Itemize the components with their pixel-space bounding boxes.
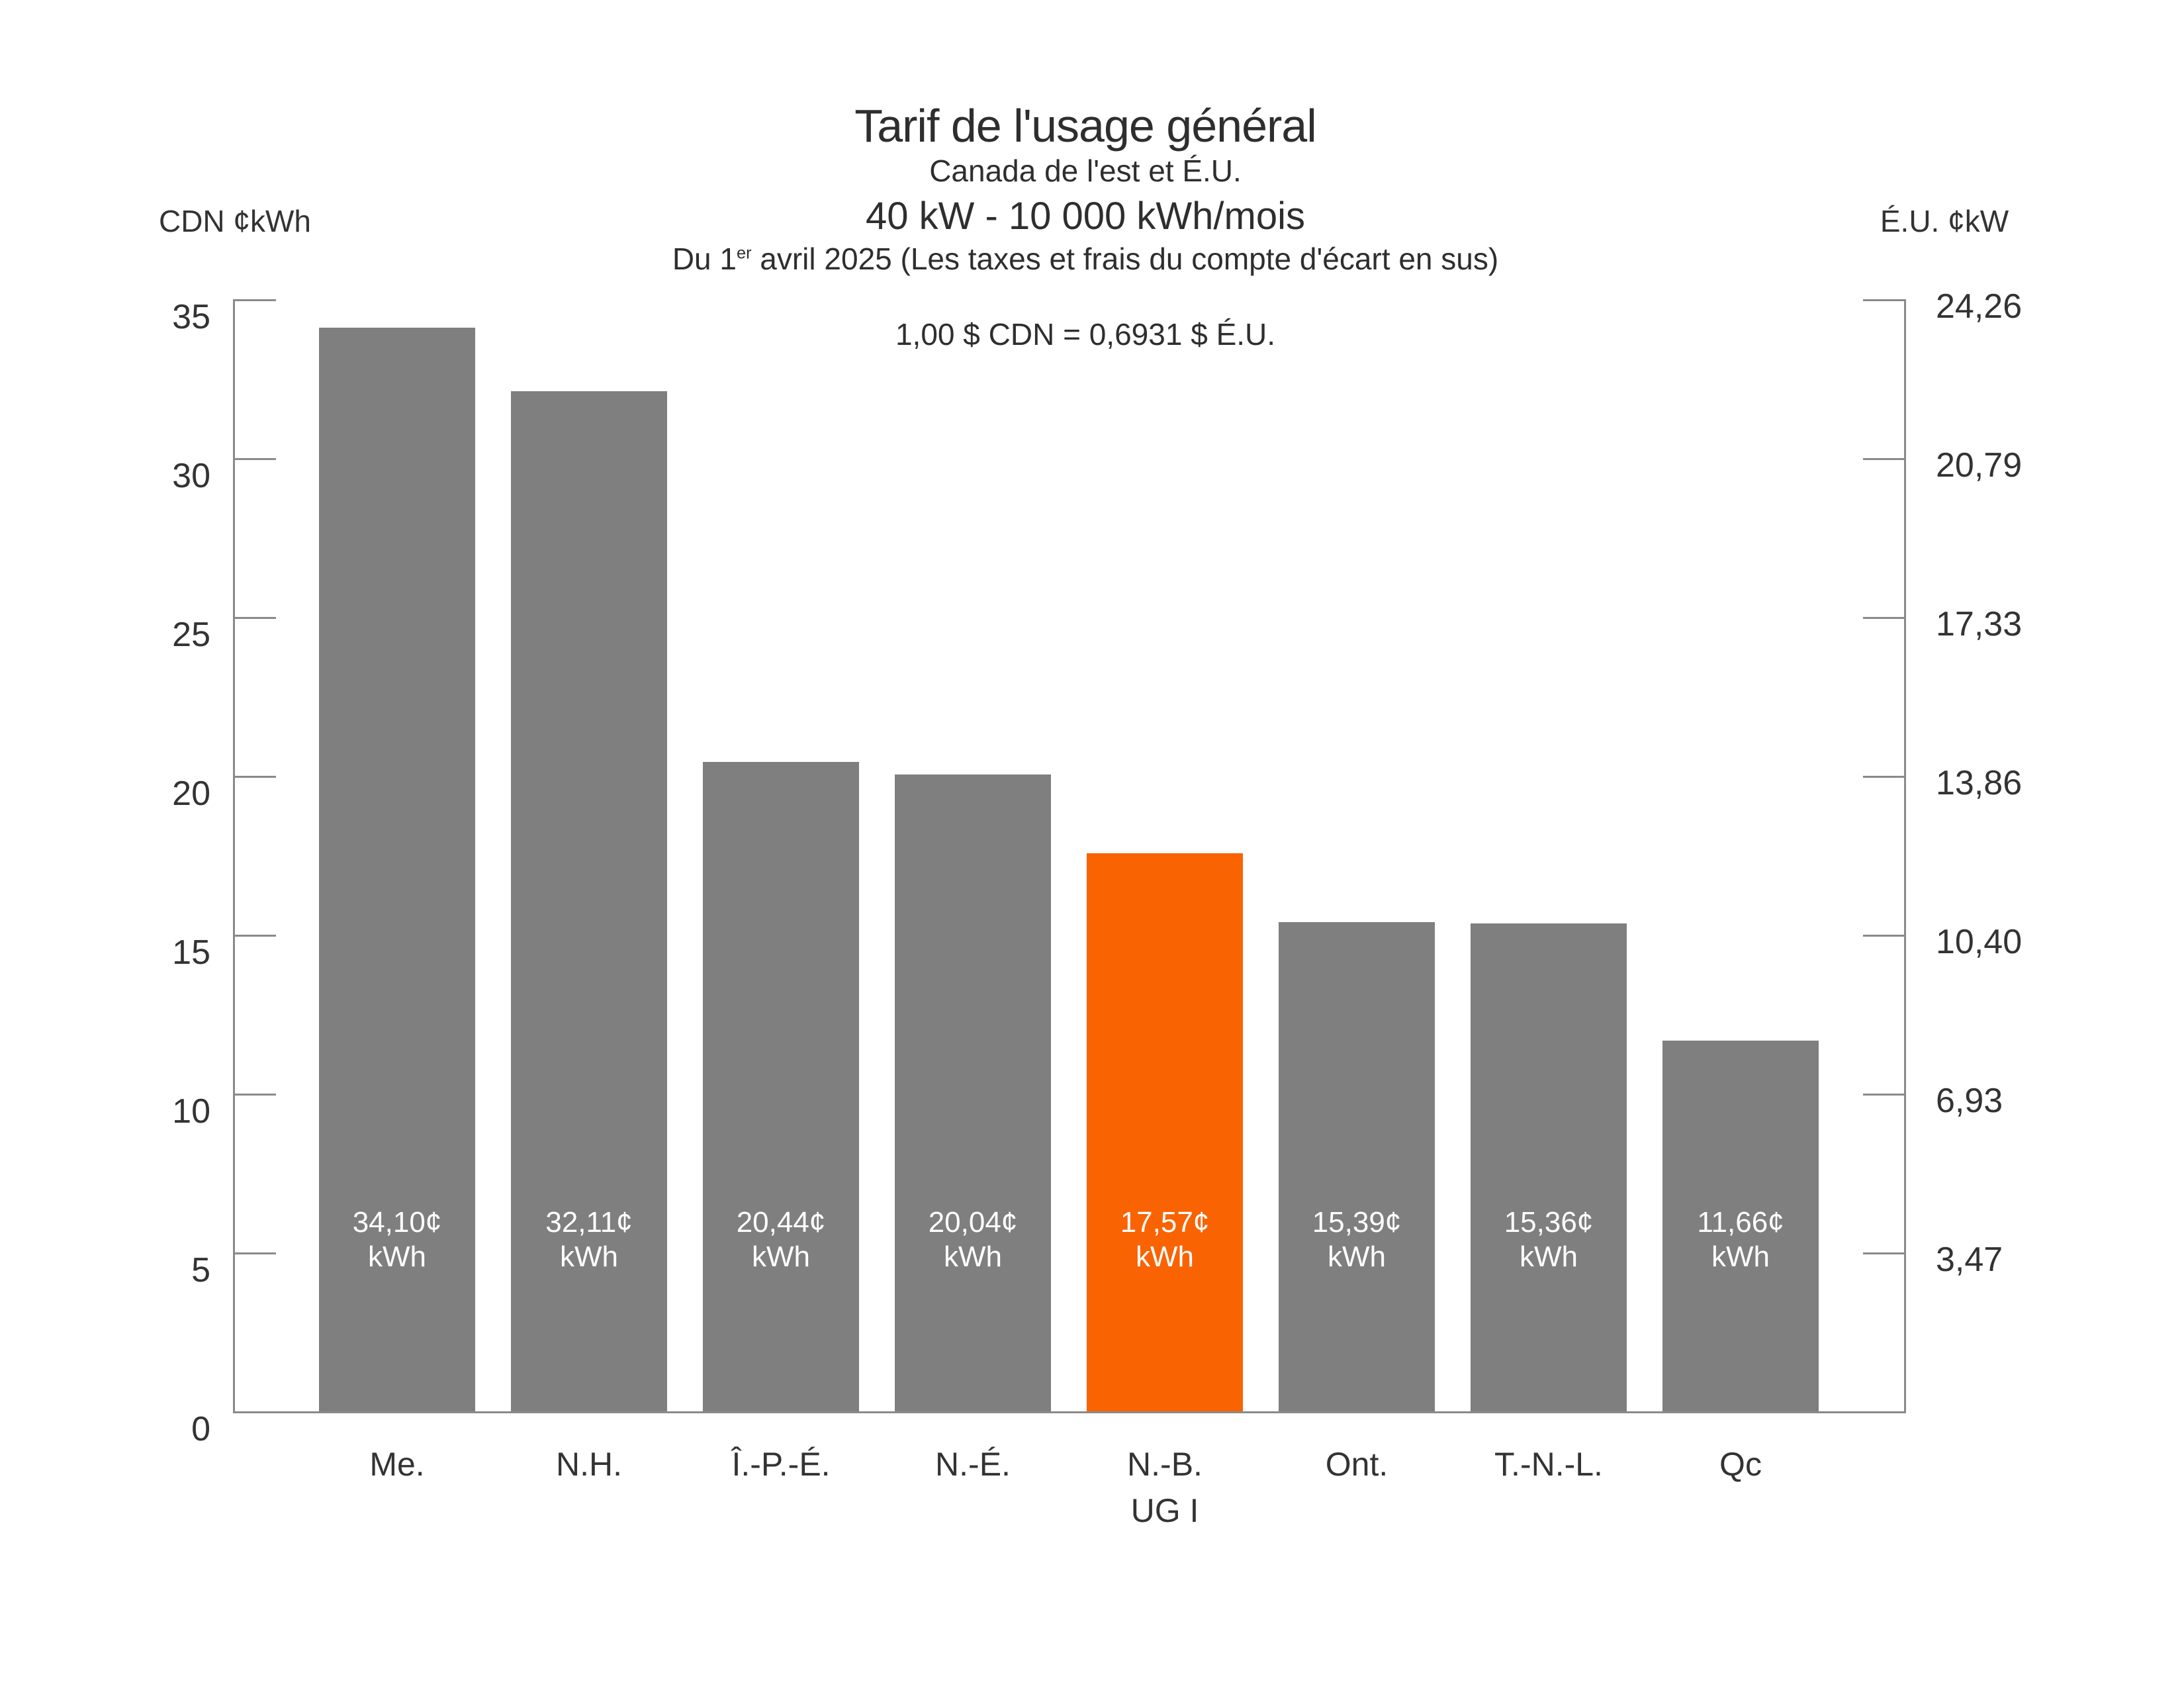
right-axis-tick xyxy=(1863,458,1904,460)
left-axis-tick xyxy=(235,776,276,778)
bar xyxy=(895,774,1051,1411)
bar xyxy=(1471,923,1627,1411)
bar-value-line1: 15,39¢ xyxy=(1312,1206,1402,1239)
left-axis-tick-label: 5 xyxy=(191,1251,210,1289)
right-axis-tick xyxy=(1863,1252,1904,1254)
right-axis-line xyxy=(1904,299,1906,1413)
bar xyxy=(1662,1041,1819,1411)
right-axis-tick-label: 13,86 xyxy=(1936,764,2023,802)
bar xyxy=(703,762,859,1411)
exchange-rate-note: 1,00 $ CDN = 0,6931 $ É.U. xyxy=(895,317,1276,352)
right-axis-tick-label: 24,26 xyxy=(1936,287,2023,326)
bar-value-label: 32,11¢ kWh xyxy=(511,1205,667,1274)
bar-value-line1: 15,36¢ xyxy=(1504,1206,1594,1239)
category-label: Î.-P.-É. xyxy=(731,1446,831,1483)
right-axis-tick-label: 17,33 xyxy=(1936,605,2023,643)
bar-value-line1: 20,04¢ xyxy=(928,1206,1018,1239)
left-axis-tick-label: 10 xyxy=(172,1092,210,1131)
bottom-axis-line xyxy=(233,1411,1906,1413)
right-axis-tick xyxy=(1863,935,1904,937)
right-axis-tick-label: 6,93 xyxy=(1936,1082,2003,1120)
bar-value-label: 34,10¢ kWh xyxy=(319,1205,475,1274)
left-axis-tick-label: 0 xyxy=(191,1410,210,1448)
bar-value-line2: kWh xyxy=(560,1241,618,1273)
category-label: N.-B. xyxy=(1127,1446,1203,1483)
bar-value-line2: kWh xyxy=(944,1241,1002,1273)
right-axis-tick xyxy=(1863,299,1904,301)
bar-value-line2: kWh xyxy=(1711,1241,1770,1273)
right-axis-tick-label: 20,79 xyxy=(1936,446,2023,485)
left-axis-tick xyxy=(235,1094,276,1096)
bar-value-label: 15,39¢ kWh xyxy=(1279,1205,1435,1274)
right-axis-unit-label: É.U. ¢kW xyxy=(1880,204,2009,238)
left-axis-line xyxy=(233,299,235,1413)
category-label: N.-É. xyxy=(935,1446,1011,1483)
bar-value-label: 20,44¢ kWh xyxy=(703,1205,859,1274)
bar xyxy=(511,391,667,1411)
left-axis-unit-label: CDN ¢kWh xyxy=(158,204,312,238)
bar-value-line1: 17,57¢ xyxy=(1120,1206,1210,1239)
bar-value-label: 17,57¢ kWh xyxy=(1087,1205,1243,1274)
bar-value-label: 15,36¢ kWh xyxy=(1471,1205,1627,1274)
right-axis-tick xyxy=(1863,1094,1904,1096)
bar-value-label: 11,66¢ kWh xyxy=(1662,1205,1819,1274)
date-suffix: avril 2025 (Les taxes et frais du compte… xyxy=(751,242,1499,276)
bar-value-line1: 34,10¢ xyxy=(352,1206,442,1239)
right-axis-tick-label: 10,40 xyxy=(1936,923,2023,961)
chart-subtitle-date: Du 1er avril 2025 (Les taxes et frais du… xyxy=(0,241,2171,277)
category-label: Ont. xyxy=(1325,1446,1388,1483)
bar-value-line1: 20,44¢ xyxy=(736,1206,826,1239)
right-axis-tick xyxy=(1863,617,1904,619)
left-axis-tick xyxy=(235,1252,276,1254)
bar-value-line1: 32,11¢ xyxy=(545,1206,633,1239)
left-axis-tick-label: 15 xyxy=(172,933,210,972)
bar-value-line1: 11,66¢ xyxy=(1697,1206,1784,1239)
chart-title: Tarif de l'usage général xyxy=(854,100,1317,152)
left-axis-tick xyxy=(235,299,276,301)
bar-value-line2: kWh xyxy=(1136,1241,1194,1273)
left-axis-tick xyxy=(235,935,276,937)
left-axis-tick xyxy=(235,458,276,460)
category-sublabel: UG I xyxy=(1130,1492,1199,1529)
left-axis-tick-label: 35 xyxy=(172,298,210,336)
category-label: Me. xyxy=(369,1446,425,1483)
chart-subtitle-load: 40 kW - 10 000 kWh/mois xyxy=(866,195,1305,238)
date-ordinal-superscript: er xyxy=(737,244,752,263)
left-axis-tick-label: 20 xyxy=(172,774,210,813)
right-axis-tick xyxy=(1863,776,1904,778)
bar xyxy=(1279,922,1435,1411)
bar-value-label: 20,04¢ kWh xyxy=(895,1205,1051,1274)
bar-value-line2: kWh xyxy=(368,1241,426,1273)
category-label: N.H. xyxy=(556,1446,622,1483)
category-label: Qc xyxy=(1719,1446,1762,1483)
bar-value-line2: kWh xyxy=(1328,1241,1386,1273)
bar xyxy=(1087,853,1243,1411)
chart-subtitle-region: Canada de l'est et É.U. xyxy=(929,154,1242,188)
bar-value-line2: kWh xyxy=(752,1241,810,1273)
left-axis-tick-label: 25 xyxy=(172,616,210,654)
left-axis-tick-label: 30 xyxy=(172,457,210,495)
bar-value-line2: kWh xyxy=(1520,1241,1578,1273)
bar xyxy=(319,328,475,1411)
left-axis-tick xyxy=(235,617,276,619)
category-label: T.-N.-L. xyxy=(1494,1446,1603,1483)
date-prefix: Du 1 xyxy=(672,242,737,276)
right-axis-tick-label: 3,47 xyxy=(1936,1241,2003,1279)
